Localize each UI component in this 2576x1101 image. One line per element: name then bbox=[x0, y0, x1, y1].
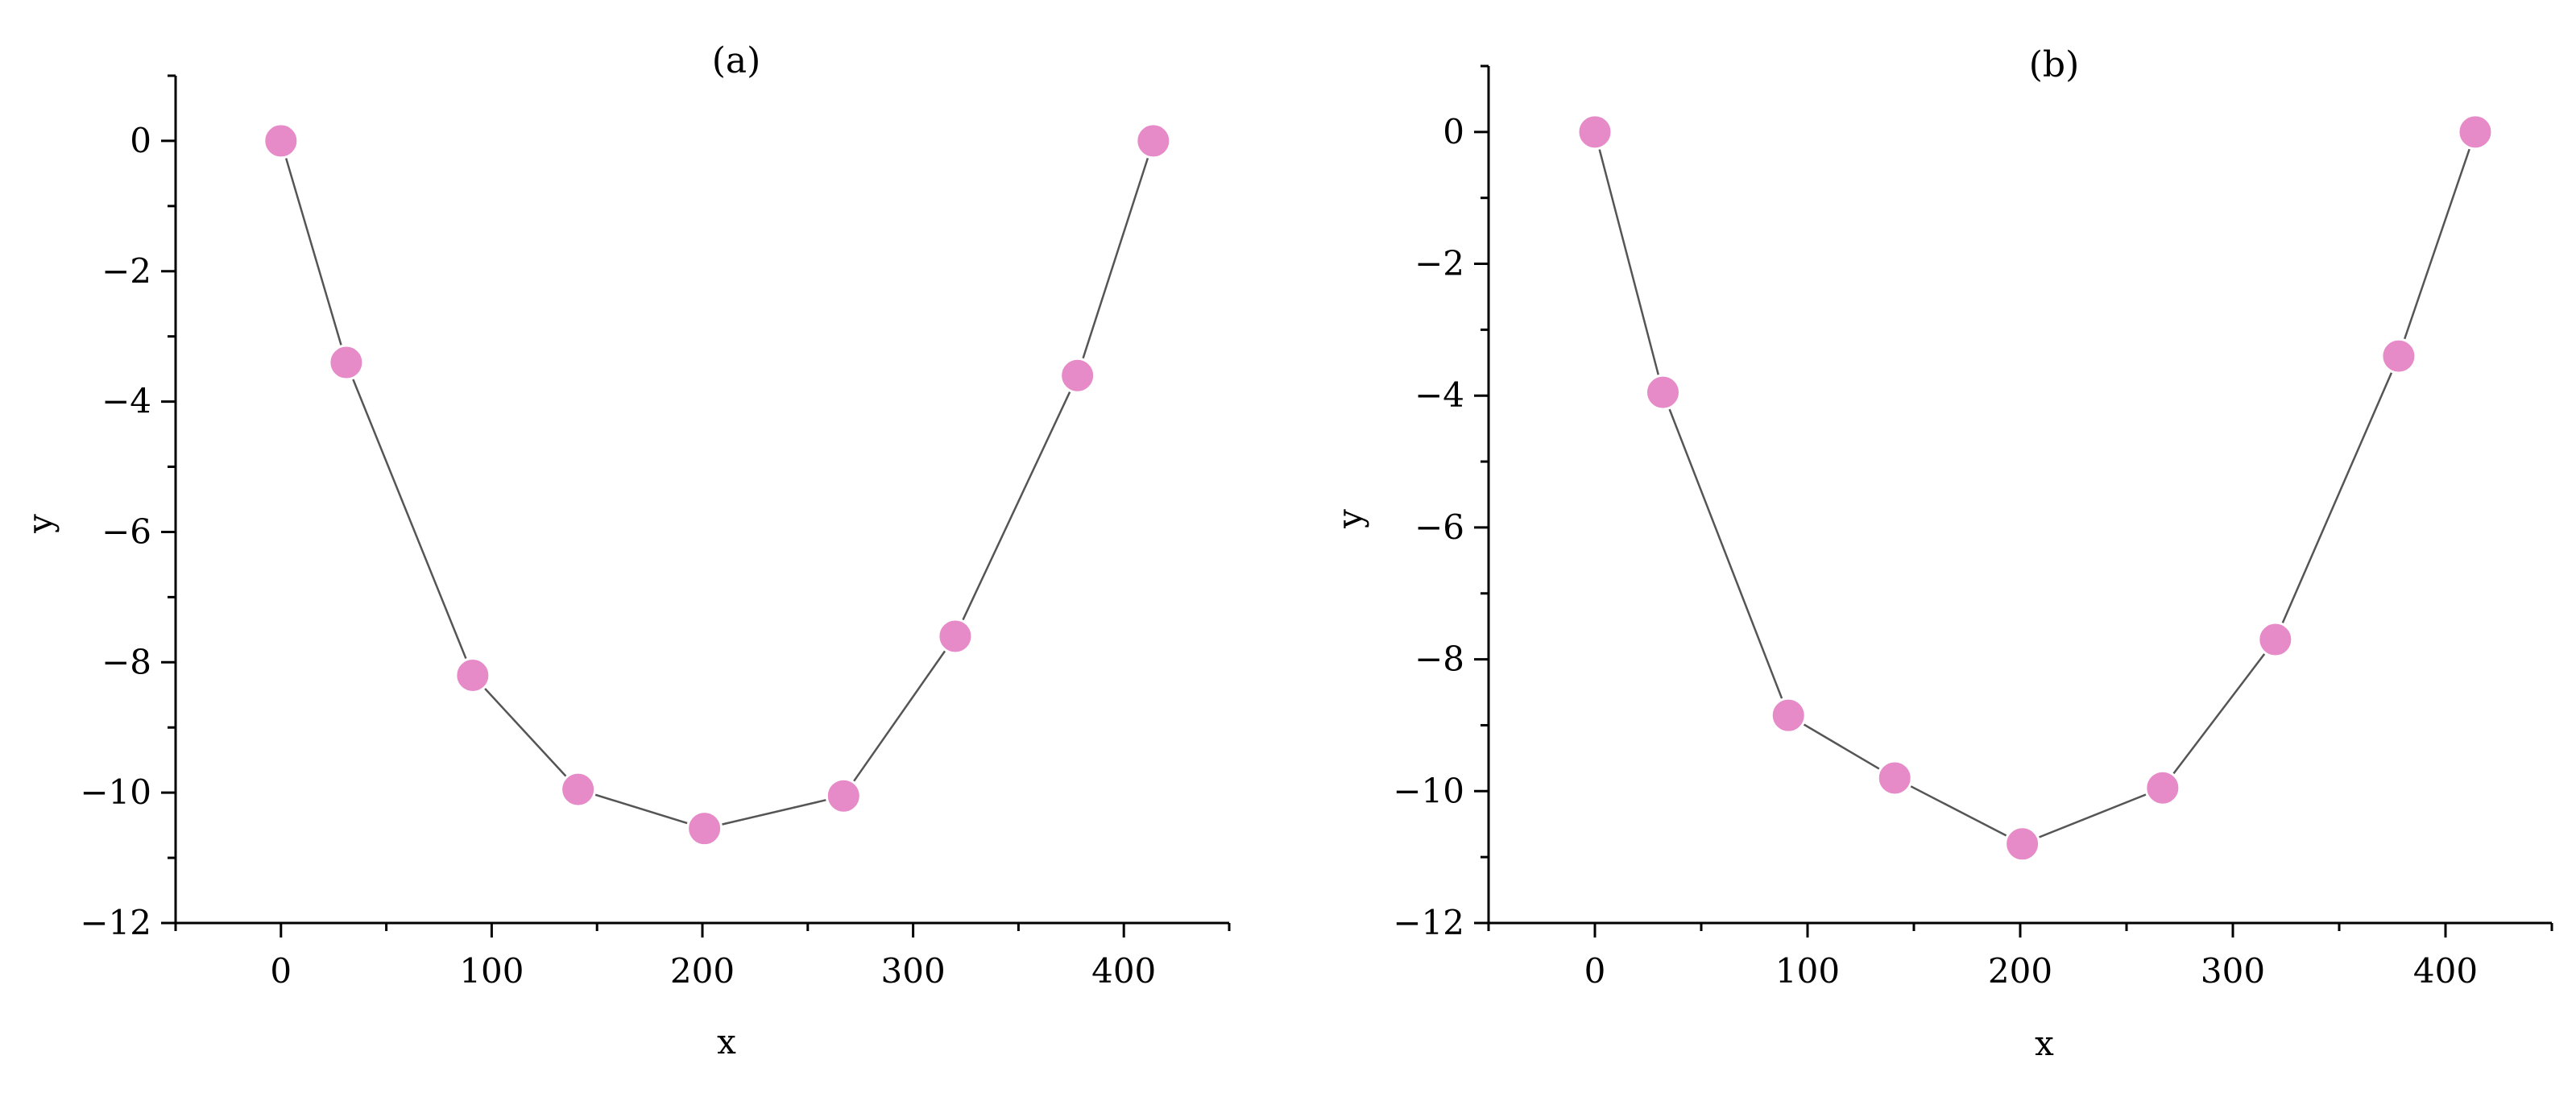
data-point bbox=[1135, 122, 1172, 159]
data-point bbox=[1644, 374, 1681, 411]
data-point bbox=[686, 810, 723, 847]
data-point bbox=[560, 771, 597, 808]
y-tick-label: −2 bbox=[101, 251, 151, 291]
data-point bbox=[2380, 337, 2417, 375]
y-axis-title: y bbox=[20, 514, 60, 534]
panel-a: 0 −2 −4 −6 −8 −10 −12 0 100 200 300 400 (a) x y bbox=[20, 40, 1231, 1062]
data-point bbox=[328, 344, 365, 381]
series-line bbox=[280, 140, 1155, 830]
panel-title: (b) bbox=[2029, 44, 2080, 85]
data-point bbox=[2457, 114, 2494, 151]
y-tick-label: −4 bbox=[1414, 375, 1464, 415]
x-tick-label: 400 bbox=[1091, 951, 1156, 991]
y-tick-label: −10 bbox=[80, 772, 151, 812]
data-point bbox=[825, 777, 862, 814]
y-tick-label: −12 bbox=[80, 903, 151, 942]
data-point bbox=[2257, 621, 2294, 658]
data-point bbox=[937, 618, 974, 655]
data-point bbox=[2144, 769, 2181, 806]
y-tick-label: 0 bbox=[1443, 112, 1464, 151]
y-tick-label: −4 bbox=[101, 382, 151, 421]
data-point bbox=[454, 656, 491, 693]
x-tick-label: 400 bbox=[2413, 951, 2478, 991]
y-tick-label: −6 bbox=[1414, 507, 1464, 547]
x-tick-label: 0 bbox=[270, 951, 292, 991]
data-point bbox=[1876, 760, 1913, 797]
x-tick-label: 300 bbox=[881, 951, 946, 991]
y-tick-label: −10 bbox=[1393, 771, 1464, 810]
x-axis-title: x bbox=[2035, 1024, 2054, 1063]
x-tick-label: 300 bbox=[2201, 951, 2265, 991]
data-point bbox=[1576, 114, 1613, 151]
panel-b: 0 −2 −4 −6 −8 −10 −12 0 100 200 300 400 (b) x y bbox=[1330, 44, 2553, 1063]
data-point bbox=[2004, 826, 2041, 863]
x-tick-label: 200 bbox=[670, 951, 735, 991]
y-tick-label: −2 bbox=[1414, 244, 1464, 284]
data-point bbox=[1059, 357, 1096, 394]
x-axis-title: x bbox=[717, 1022, 736, 1062]
data-point bbox=[263, 122, 300, 159]
panel-title: (a) bbox=[712, 40, 761, 81]
x-tick-label: 200 bbox=[1988, 951, 2052, 991]
x-tick-label: 100 bbox=[1775, 951, 1840, 991]
data-point bbox=[1770, 697, 1807, 734]
y-tick-label: −8 bbox=[1414, 639, 1464, 679]
y-tick-label: −12 bbox=[1393, 903, 1464, 942]
y-tick-label: −8 bbox=[101, 642, 151, 681]
y-tick-label: 0 bbox=[130, 121, 151, 160]
x-tick-label: 100 bbox=[459, 951, 524, 991]
y-axis-title: y bbox=[1330, 509, 1369, 529]
x-tick-label: 0 bbox=[1584, 951, 1606, 991]
y-tick-label: −6 bbox=[101, 511, 151, 551]
series-line bbox=[1593, 131, 2477, 846]
